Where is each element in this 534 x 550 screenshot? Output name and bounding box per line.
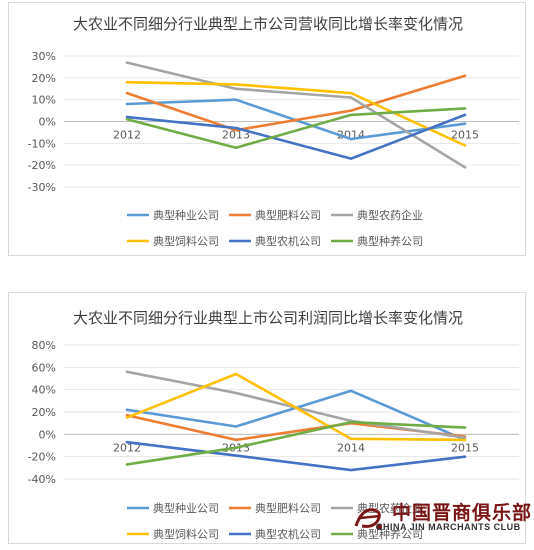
x-tick-label: 2015 bbox=[451, 441, 479, 454]
series-line bbox=[125, 372, 467, 442]
legend-label: 典型种养公司 bbox=[357, 234, 423, 248]
series-line bbox=[125, 80, 467, 147]
profit-chart-panel: 大农业不同细分行业典型上市公司利润同比增长率变化情况 80% 60% 40% 20% 0%… bbox=[8, 292, 526, 544]
data-point bbox=[234, 87, 238, 91]
data-point bbox=[463, 426, 467, 429]
data-point bbox=[463, 113, 467, 117]
data-point bbox=[349, 389, 353, 392]
data-point bbox=[463, 455, 467, 458]
legend-label: 典型农药企业 bbox=[357, 501, 423, 515]
y-tick-label: 40% bbox=[32, 384, 56, 397]
y-tick-label: -30% bbox=[28, 181, 56, 194]
data-point bbox=[349, 96, 353, 99]
series-line bbox=[125, 61, 467, 169]
legend-label: 典型种业公司 bbox=[153, 208, 219, 222]
data-point bbox=[234, 372, 238, 376]
legend-label: 典型农药企业 bbox=[357, 208, 423, 222]
y-tick-label: 10% bbox=[32, 94, 56, 107]
data-point bbox=[463, 74, 467, 77]
data-point bbox=[234, 446, 238, 449]
revenue-chart-panel: 大农业不同细分行业典型上市公司营收同比增长率变化情况 30% 20% 10% 0% -10… bbox=[8, 2, 526, 256]
y-tick-label: -20% bbox=[28, 451, 56, 464]
data-point bbox=[125, 118, 129, 121]
data-point bbox=[234, 391, 238, 395]
legend-label: 典型农机公司 bbox=[255, 234, 321, 248]
data-point bbox=[125, 463, 129, 466]
data-point bbox=[349, 109, 353, 112]
legend-label: 典型农机公司 bbox=[255, 527, 321, 541]
legend-label: 典型饲料公司 bbox=[153, 527, 219, 541]
legend-label: 典型饲料公司 bbox=[153, 234, 219, 248]
series-line bbox=[125, 113, 467, 160]
data-point bbox=[463, 438, 467, 442]
data-point bbox=[125, 61, 129, 64]
watermark: 中国晋商俱乐部 CHINA JIN MARCHANTS CLUB bbox=[348, 496, 531, 540]
data-point bbox=[463, 107, 467, 110]
data-point bbox=[349, 91, 353, 95]
y-tick-label: 80% bbox=[32, 339, 56, 352]
x-tick-label: 2013 bbox=[222, 129, 250, 142]
data-point bbox=[463, 166, 467, 169]
data-point bbox=[234, 98, 238, 101]
legend-label: 典型肥料公司 bbox=[255, 501, 321, 515]
legend-label: 典型肥料公司 bbox=[255, 208, 321, 222]
y-tick-label: 30% bbox=[32, 50, 56, 63]
data-point bbox=[349, 113, 353, 117]
watermark-chinese-name: 中国晋商俱乐部 bbox=[392, 502, 533, 524]
series-line bbox=[125, 440, 467, 472]
data-point bbox=[349, 137, 353, 141]
data-point bbox=[234, 454, 238, 457]
y-tick-label: 0% bbox=[39, 116, 56, 129]
y-tick-label: 0% bbox=[39, 428, 56, 441]
data-point bbox=[125, 408, 129, 411]
data-point bbox=[125, 81, 129, 84]
series-line bbox=[125, 107, 467, 149]
data-point bbox=[234, 146, 238, 149]
y-tick-label: -10% bbox=[28, 137, 56, 150]
data-point bbox=[234, 438, 238, 442]
data-point bbox=[125, 416, 129, 419]
y-tick-label: -40% bbox=[28, 473, 56, 486]
series-line bbox=[125, 74, 467, 132]
y-tick-label: 20% bbox=[32, 406, 56, 419]
chart-title: 大农业不同细分行业典型上市公司营收同比增长率变化情况 bbox=[73, 15, 463, 33]
y-tick-label: 20% bbox=[32, 72, 56, 85]
x-tick-label: 2014 bbox=[337, 441, 365, 454]
legend-label: 典型种业公司 bbox=[153, 501, 219, 515]
x-tick-label: 2015 bbox=[451, 129, 479, 142]
series-line bbox=[125, 420, 467, 466]
chart-title: 大农业不同细分行业典型上市公司利润同比增长率变化情况 bbox=[73, 309, 463, 327]
data-point bbox=[125, 115, 129, 119]
revenue-growth-chart: 大农业不同细分行业典型上市公司营收同比增长率变化情况 30% 20% 10% 0% -10… bbox=[28, 15, 519, 248]
data-point bbox=[125, 102, 129, 106]
data-point bbox=[234, 126, 238, 130]
y-tick-label: 60% bbox=[32, 361, 56, 374]
data-point bbox=[349, 157, 353, 160]
watermark-english-name: CHINA JIN MARCHANTS CLUB bbox=[376, 522, 521, 532]
x-tick-label: 2012 bbox=[113, 441, 141, 454]
data-point bbox=[349, 420, 353, 424]
data-point bbox=[125, 370, 129, 373]
data-point bbox=[463, 436, 467, 439]
series-line bbox=[125, 389, 467, 442]
data-point bbox=[349, 468, 353, 472]
data-point bbox=[125, 441, 129, 444]
club-logo-icon bbox=[354, 508, 382, 530]
x-tick-label: 2012 bbox=[113, 129, 141, 142]
data-point bbox=[125, 91, 129, 95]
profit-growth-chart: 大农业不同细分行业典型上市公司利润同比增长率变化情况 80% 60% 40% 20% 0%… bbox=[28, 309, 519, 541]
data-point bbox=[234, 83, 238, 86]
data-point bbox=[234, 129, 238, 132]
data-point bbox=[125, 414, 129, 417]
data-point bbox=[463, 144, 467, 147]
data-point bbox=[349, 437, 353, 440]
y-tick-label: -20% bbox=[28, 159, 56, 172]
data-point bbox=[463, 122, 467, 125]
data-point bbox=[234, 425, 238, 428]
legend-label: 典型种养公司 bbox=[357, 527, 423, 541]
